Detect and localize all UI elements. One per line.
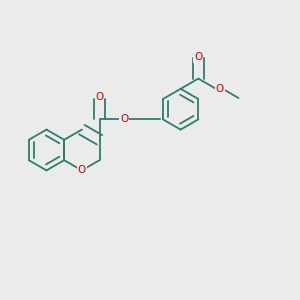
Text: O: O [194,52,202,62]
Text: O: O [78,165,86,176]
Text: O: O [120,114,128,124]
Text: O: O [215,84,224,94]
Text: O: O [95,92,104,103]
